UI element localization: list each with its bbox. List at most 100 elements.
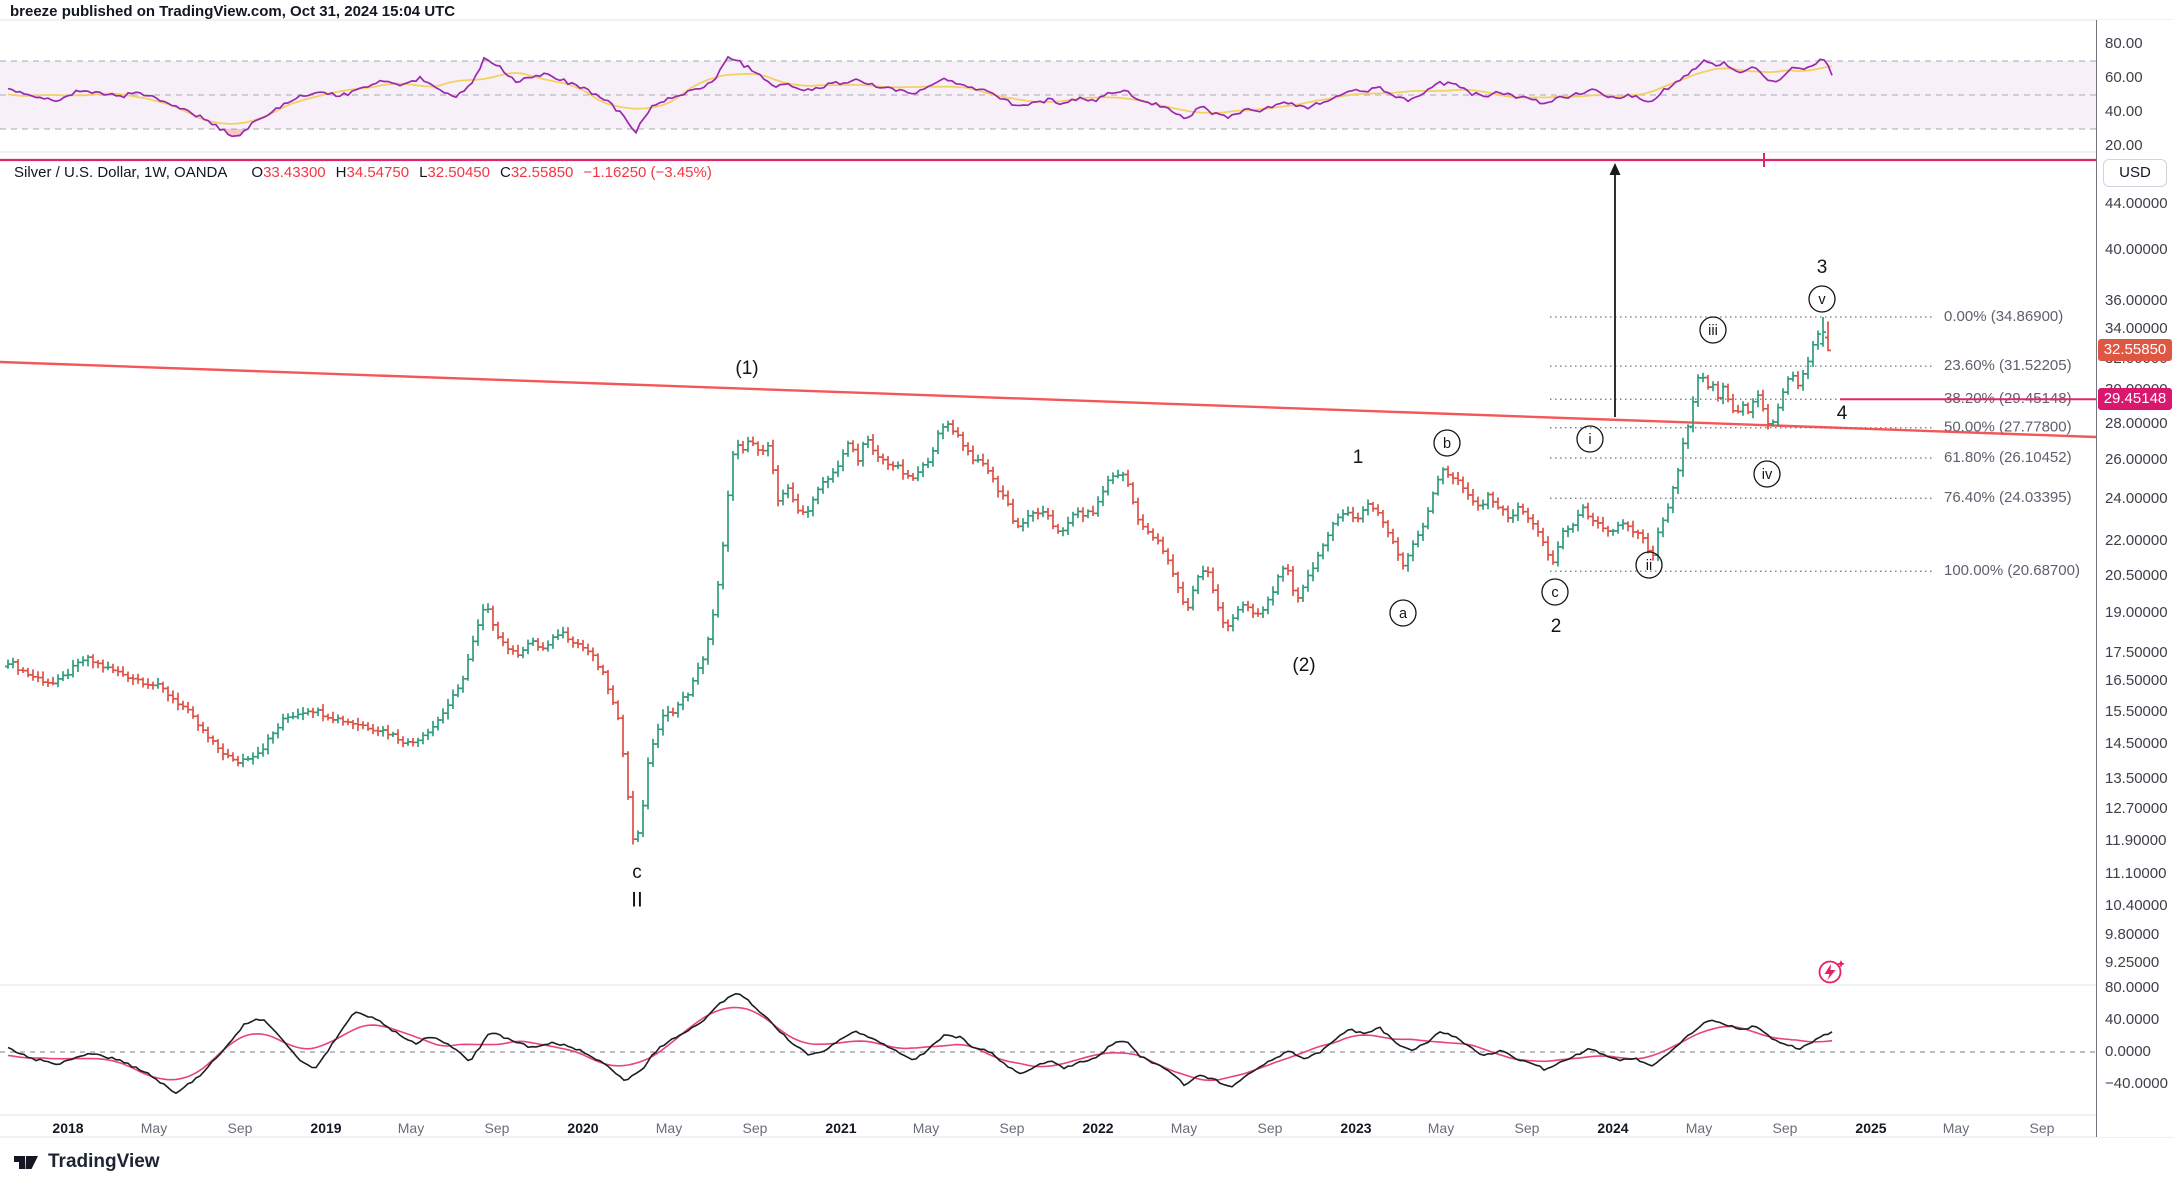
ohlc-key: L xyxy=(419,164,428,181)
brand-text: TradingView xyxy=(48,1151,160,1172)
wave-label-circled[interactable]: iv xyxy=(1753,460,1781,488)
fib-level-label: 100.00% (20.68700) xyxy=(1944,562,2080,579)
oscillator-signal-line xyxy=(7,1006,1833,1082)
time-label-month: May xyxy=(1170,1120,1198,1136)
oscillator-main-line xyxy=(7,992,1833,1095)
rsi-axis-tick: 60.00 xyxy=(2105,69,2143,86)
price-axis-tick: 12.70000 xyxy=(2105,799,2168,817)
wave-label-text: i xyxy=(1588,432,1591,448)
wave-label[interactable]: 4 xyxy=(1837,403,1848,424)
wave-label[interactable]: II xyxy=(631,889,643,912)
ohlc-key: H xyxy=(335,164,347,181)
wave-label[interactable]: (2) xyxy=(1292,655,1315,676)
price-axis-tick: 40.00000 xyxy=(2105,241,2168,259)
symbol-title[interactable]: Silver / U.S. Dollar, 1W, OANDA xyxy=(14,164,228,181)
time-label-year: 2023 xyxy=(1340,1120,1372,1136)
wave-label-text: iv xyxy=(1762,467,1773,483)
publish-header: breeze published on TradingView.com, Oct… xyxy=(10,3,455,20)
wave-label-text: a xyxy=(1399,606,1408,622)
wave-label-text: v xyxy=(1818,292,1826,308)
time-label-month: May xyxy=(1942,1120,1970,1136)
descending-trendline[interactable] xyxy=(0,360,2097,439)
price-axis-tick: 19.00000 xyxy=(2105,603,2168,621)
price-axis-tick: 20.50000 xyxy=(2105,566,2168,584)
wave-label-circle xyxy=(1753,460,1781,488)
rsi-line xyxy=(7,55,1833,138)
ohlc-key: C xyxy=(499,164,511,181)
wave-label[interactable]: 2 xyxy=(1551,616,1562,637)
wave-label-text: ii xyxy=(1646,558,1652,574)
wave-label-circled[interactable]: ii xyxy=(1635,551,1663,579)
price-axis-tick: 14.50000 xyxy=(2105,735,2168,753)
time-label-month: Sep xyxy=(1772,1120,1798,1136)
wave-label-circled[interactable]: i xyxy=(1576,425,1604,453)
price-badge: 32.55850 xyxy=(2098,339,2172,362)
wave-label-circled[interactable]: v xyxy=(1808,285,1836,313)
fib-level-label: 61.80% (26.10452) xyxy=(1944,449,2072,466)
price-axis-tick: 10.40000 xyxy=(2105,897,2168,915)
ohlc-value: 32.50450 xyxy=(427,164,490,181)
price-axis-tick: 24.00000 xyxy=(2105,489,2168,507)
time-label-month: Sep xyxy=(2029,1120,2055,1136)
price-axis-tick: 11.10000 xyxy=(2105,865,2167,883)
price-axis-tick: 9.25000 xyxy=(2105,954,2160,972)
flash-icon[interactable] xyxy=(1818,960,1845,984)
flash-sparkle xyxy=(1837,960,1845,968)
time-label-month: Sep xyxy=(742,1120,768,1136)
wave-label-circled[interactable]: b xyxy=(1433,429,1461,457)
time-label-month: May xyxy=(655,1120,683,1136)
time-label-month: May xyxy=(397,1120,425,1136)
time-label-month: Sep xyxy=(1257,1120,1283,1136)
rsi-axis-tick: 80.00 xyxy=(2105,35,2143,52)
wave-label-circle xyxy=(1635,551,1663,579)
time-label-month: Sep xyxy=(999,1120,1025,1136)
ohlc-value: 33.43300 xyxy=(263,164,326,181)
time-label-month: May xyxy=(912,1120,940,1136)
oscillator-axis-tick: −40.0000 xyxy=(2105,1075,2168,1092)
price-axis-tick: 28.00000 xyxy=(2105,414,2168,432)
price-axis-tick: 34.00000 xyxy=(2105,320,2168,338)
time-label-month: Sep xyxy=(484,1120,510,1136)
wave-label-circle xyxy=(1699,316,1727,344)
price-axis-tick: 44.00000 xyxy=(2105,194,2168,212)
currency-button[interactable]: USD xyxy=(2103,159,2167,187)
wave-label-circled[interactable]: iii xyxy=(1699,316,1727,344)
price-axis-tick: 13.50000 xyxy=(2105,770,2168,788)
time-label-year: 2024 xyxy=(1597,1120,1629,1136)
fib-level-label: 50.00% (27.77800) xyxy=(1944,419,2072,436)
rsi-axis-tick: 40.00 xyxy=(2105,103,2143,120)
time-label-month: May xyxy=(140,1120,168,1136)
fib-level-label: 23.60% (31.52205) xyxy=(1944,357,2072,374)
wave-label[interactable]: 1 xyxy=(1353,447,1364,468)
wave-label-circled[interactable]: a xyxy=(1389,599,1417,627)
ohlc-key: O xyxy=(251,164,264,181)
price-scale[interactable]: USD 80.00 60.00 40.00 20.00 44.00000 40.00000… xyxy=(2096,20,2174,1137)
tradingview-logo-icon[interactable] xyxy=(12,1148,40,1176)
publish-text: breeze published on TradingView.com, Oct… xyxy=(10,3,456,20)
rsi-axis-tick: 20.00 xyxy=(2105,137,2143,154)
time-label-month: May xyxy=(1427,1120,1455,1136)
wave-label-text: c xyxy=(1551,585,1558,601)
ohlc-value: 32.55850 xyxy=(510,164,574,181)
wave-label-circle xyxy=(1576,425,1604,453)
wave-label-text: iii xyxy=(1708,323,1718,339)
price-bars-down xyxy=(15,321,1831,845)
time-label-year: 2025 xyxy=(1855,1120,1887,1136)
price-axis-tick: 17.50000 xyxy=(2105,643,2168,661)
oscillator-axis-tick: 80.0000 xyxy=(2105,979,2160,996)
wave-label-circle xyxy=(1541,578,1569,606)
oscillator-axis-tick: 40.0000 xyxy=(2105,1011,2160,1028)
wave-label-circled[interactable]: c xyxy=(1541,578,1569,606)
wave-label-circle xyxy=(1808,285,1836,313)
impulse-arrow-head xyxy=(1609,163,1621,175)
wave-label-circle xyxy=(1433,429,1461,457)
time-axis[interactable]: 2018 May Sep 2019 May Sep 2020 May Sep 2021 May Sep… xyxy=(0,1117,2096,1139)
wave-label[interactable]: c xyxy=(632,862,642,883)
time-label-year: 2022 xyxy=(1082,1120,1114,1136)
price-axis-tick: 15.50000 xyxy=(2105,702,2168,720)
wave-label[interactable]: 3 xyxy=(1817,257,1828,278)
price-bars-up xyxy=(5,317,1826,842)
change-value: −1.16250 (−3.45%) xyxy=(583,164,712,181)
wave-label[interactable]: (1) xyxy=(735,358,758,379)
